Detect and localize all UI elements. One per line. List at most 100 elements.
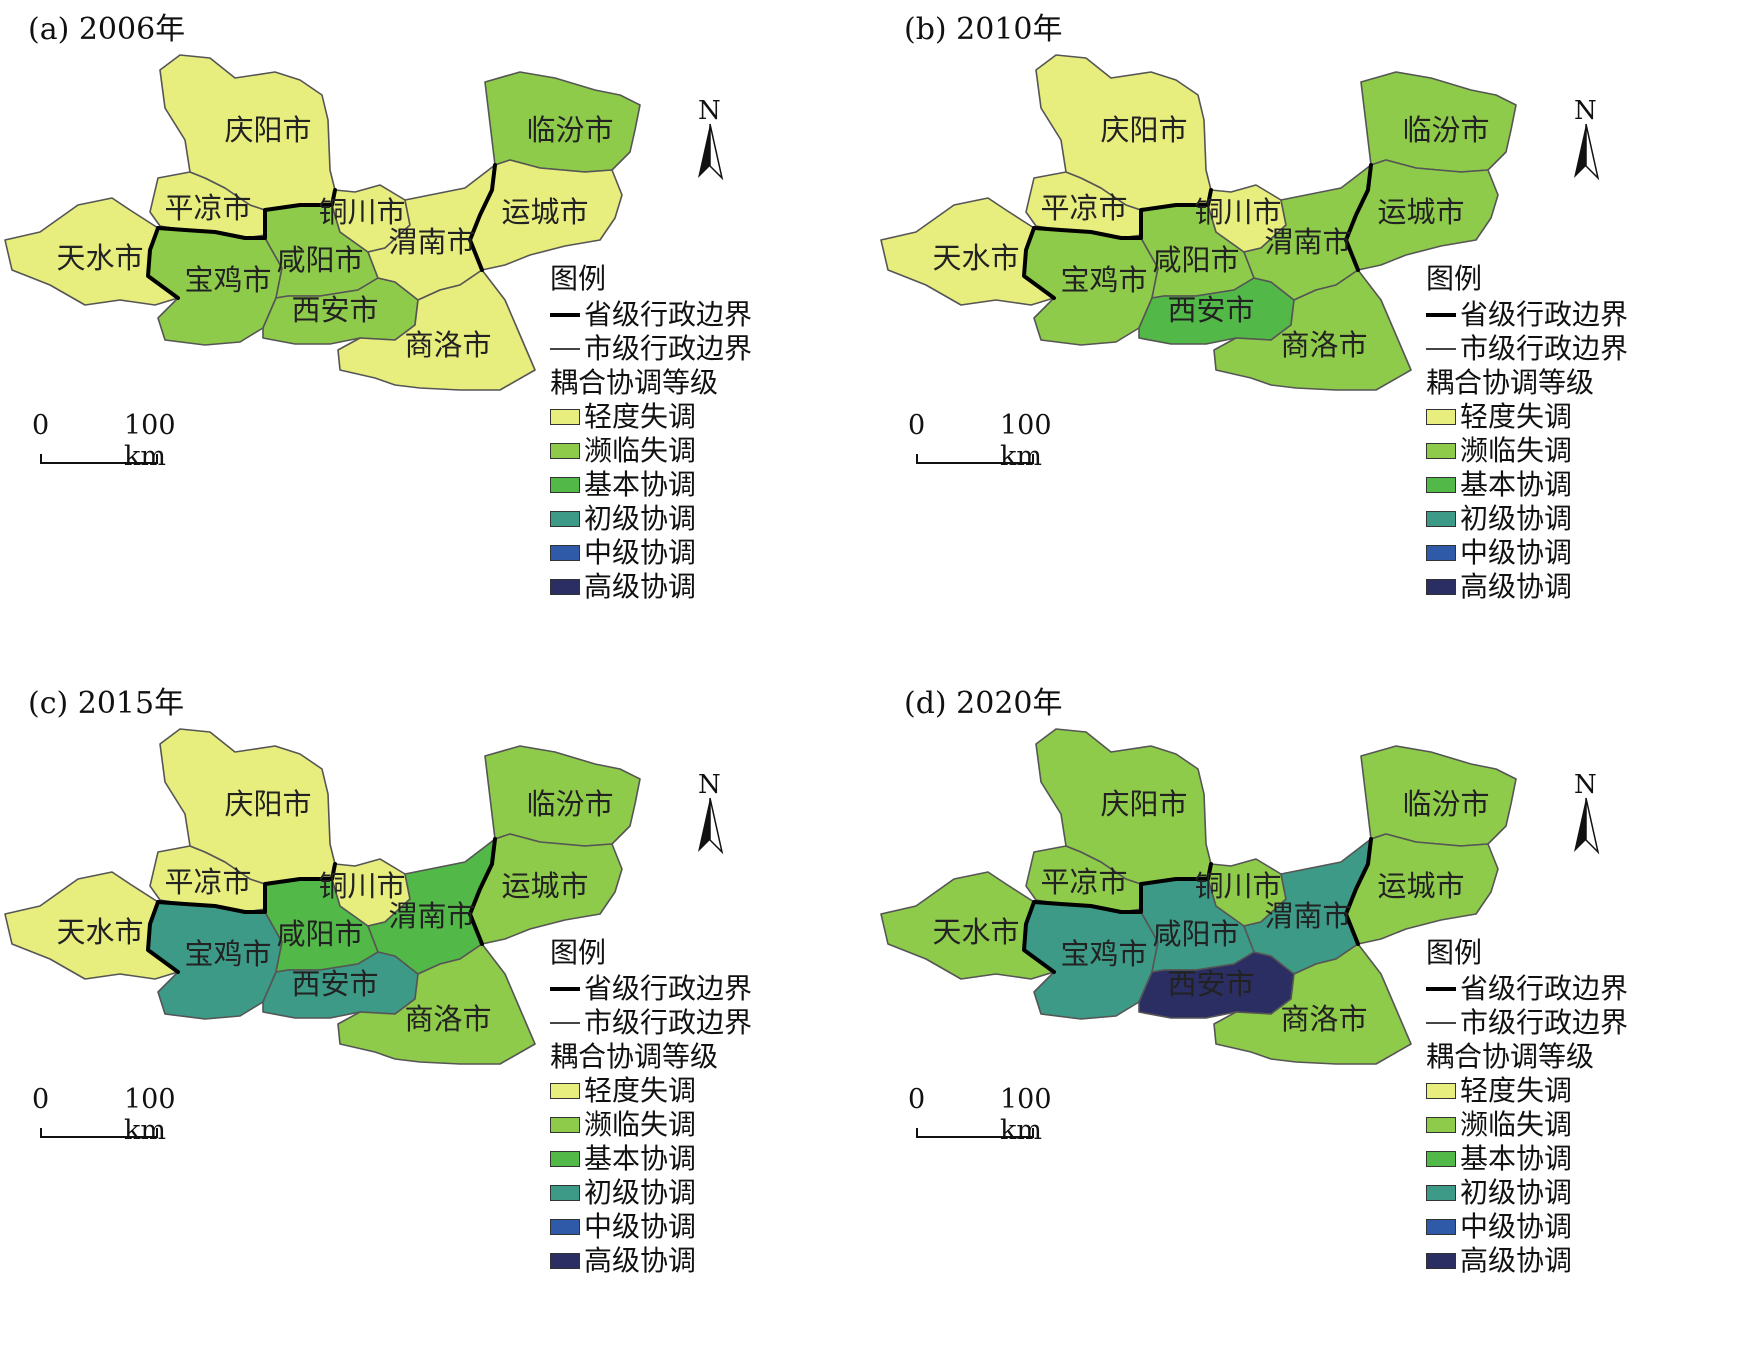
legend-color-swatch [1426, 511, 1456, 527]
city-label: 商洛市 [1280, 1002, 1367, 1036]
legend-level-item: 高级协调 [1426, 1244, 1628, 1278]
map-panel: (c) 2015年天水市 平凉市 庆阳市 宝鸡市 咸阳市 铜川市 西安市 渭南市 商洛市 临汾市运… [0, 674, 876, 1348]
legend-label: 市级行政边界 [584, 332, 753, 365]
legend-level-item: 高级协调 [1426, 570, 1628, 604]
legend-level-item: 基本协调 [1426, 468, 1628, 502]
city-label: 商洛市 [404, 328, 491, 362]
city-label: 天水市 [932, 241, 1019, 275]
city-region [337, 269, 536, 391]
legend-color-swatch [550, 1083, 580, 1099]
legend-color-swatch [1426, 1219, 1456, 1235]
legend: 图例 省级行政边界 市级行政边界 耦合协调等级 轻度失调 濒临失调 基本协调 初级协调 中级协调… [550, 260, 752, 604]
legend-province-border: 省级行政边界 [550, 298, 752, 332]
scale-distance-label: 100 km [124, 410, 176, 472]
scale-bar-line [40, 454, 158, 464]
legend-level-item: 濒临失调 [1426, 1108, 1628, 1142]
legend-color-swatch [550, 1253, 580, 1269]
legend-level-label: 高级协调 [584, 570, 697, 603]
city-label: 临汾市 [526, 787, 613, 821]
city-label: 渭南市 [1264, 225, 1351, 259]
scale-distance-label: 100 km [124, 1084, 176, 1146]
legend-level-label: 轻度失调 [1460, 1074, 1573, 1107]
city-label: 庆阳市 [1100, 787, 1187, 821]
legend-level-label: 中级协调 [584, 1210, 697, 1243]
map-panel: (a) 2006年 天水市 平凉市 庆阳市 宝鸡市 咸阳市 铜川市 西安市 渭南市 商洛市 临汾市运… [0, 0, 876, 674]
city-label: 西安市 [291, 293, 378, 327]
city-label: 庆阳市 [224, 113, 311, 147]
city-label: 咸阳市 [276, 243, 363, 277]
city-label: 临汾市 [1402, 787, 1489, 821]
legend-level-item: 初级协调 [1426, 1176, 1628, 1210]
legend: 图例 省级行政边界 市级行政边界 耦合协调等级 轻度失调 濒临失调 基本协调 初级协调 中级协调… [1426, 260, 1628, 604]
north-arrow-icon: N [1566, 770, 1606, 855]
legend-level-item: 濒临失调 [1426, 434, 1628, 468]
north-label: N [1574, 96, 1597, 126]
province-border-swatch [1426, 313, 1456, 317]
legend-color-swatch [550, 1151, 580, 1167]
scale-zero-label: 0 [32, 410, 50, 441]
legend-title: 图例 [1426, 936, 1483, 969]
legend-color-swatch [1426, 579, 1456, 595]
panel-title: (c) 2015年 [28, 686, 185, 721]
legend-level-item: 初级协调 [550, 502, 752, 536]
legend-level-item: 濒临失调 [550, 434, 752, 468]
city-label: 宝鸡市 [184, 937, 271, 971]
legend-level-item: 中级协调 [550, 1210, 752, 1244]
legend-label: 省级行政边界 [584, 298, 753, 331]
city-label: 宝鸡市 [184, 263, 271, 297]
legend-city-border: 市级行政边界 [550, 1006, 752, 1040]
legend-city-border: 市级行政边界 [1426, 1006, 1628, 1040]
legend-level-label: 轻度失调 [584, 1074, 697, 1107]
scale-bar-line [916, 454, 1034, 464]
legend-level-item: 高级协调 [550, 570, 752, 604]
legend-level-label: 基本协调 [584, 1142, 697, 1175]
map-panel: (d) 2020年 天水市 平凉市 庆阳市 宝鸡市 咸阳市 铜川市 西安市 渭南市 商洛市 临汾市运… [876, 674, 1752, 1348]
legend-province-border: 省级行政边界 [550, 972, 752, 1006]
city-label: 铜川市 [1194, 869, 1281, 903]
legend-level-item: 轻度失调 [1426, 1074, 1628, 1108]
city-region [337, 943, 536, 1065]
city-region [1213, 943, 1412, 1065]
province-border-line [146, 226, 180, 300]
map-panel: (b) 2010年 天水市 平凉市 庆阳市 宝鸡市 咸阳市 铜川市 西安市 渭南市 商洛市 临汾市运… [876, 0, 1752, 674]
legend-level-item: 轻度失调 [550, 1074, 752, 1108]
legend-level-label: 初级协调 [1460, 502, 1573, 535]
city-label: 渭南市 [388, 225, 475, 259]
province-border-swatch [550, 313, 580, 317]
city-label: 运城市 [1377, 869, 1464, 903]
scale-bar-line [916, 1128, 1034, 1138]
city-label: 铜川市 [318, 869, 405, 903]
scale-bar: 0 100 km [908, 1084, 1052, 1146]
legend-label: 市级行政边界 [584, 1006, 753, 1039]
legend-color-swatch [550, 1219, 580, 1235]
city-label: 天水市 [56, 915, 143, 949]
legend-level-label: 基本协调 [1460, 1142, 1573, 1175]
legend-color-swatch [1426, 1253, 1456, 1269]
province-border-line [1032, 188, 1213, 240]
scale-zero-label: 0 [908, 410, 926, 441]
city-label: 临汾市 [1402, 113, 1489, 147]
province-border-swatch [550, 987, 580, 991]
city-label: 咸阳市 [1152, 243, 1239, 277]
legend-level-label: 轻度失调 [584, 400, 697, 433]
legend-level-label: 高级协调 [1460, 1244, 1573, 1277]
city-label: 平凉市 [164, 865, 251, 899]
legend-level-item: 基本协调 [550, 468, 752, 502]
city-label: 平凉市 [1040, 191, 1127, 225]
city-label: 临汾市 [526, 113, 613, 147]
city-label: 平凉市 [164, 191, 251, 225]
city-label: 铜川市 [1194, 195, 1281, 229]
legend-level-label: 中级协调 [1460, 536, 1573, 569]
legend-level-item: 轻度失调 [1426, 400, 1628, 434]
legend-level-item: 基本协调 [1426, 1142, 1628, 1176]
legend: 图例 省级行政边界 市级行政边界 耦合协调等级 轻度失调 濒临失调 基本协调 初级协调 中级协调… [1426, 934, 1628, 1278]
legend-label: 省级行政边界 [1460, 972, 1629, 1005]
legend-level-label: 濒临失调 [584, 434, 697, 467]
legend-city-border: 市级行政边界 [550, 332, 752, 366]
city-label: 平凉市 [1040, 865, 1127, 899]
panel-title: (d) 2020年 [904, 686, 1063, 721]
city-label: 运城市 [501, 195, 588, 229]
legend-label: 省级行政边界 [1460, 298, 1629, 331]
